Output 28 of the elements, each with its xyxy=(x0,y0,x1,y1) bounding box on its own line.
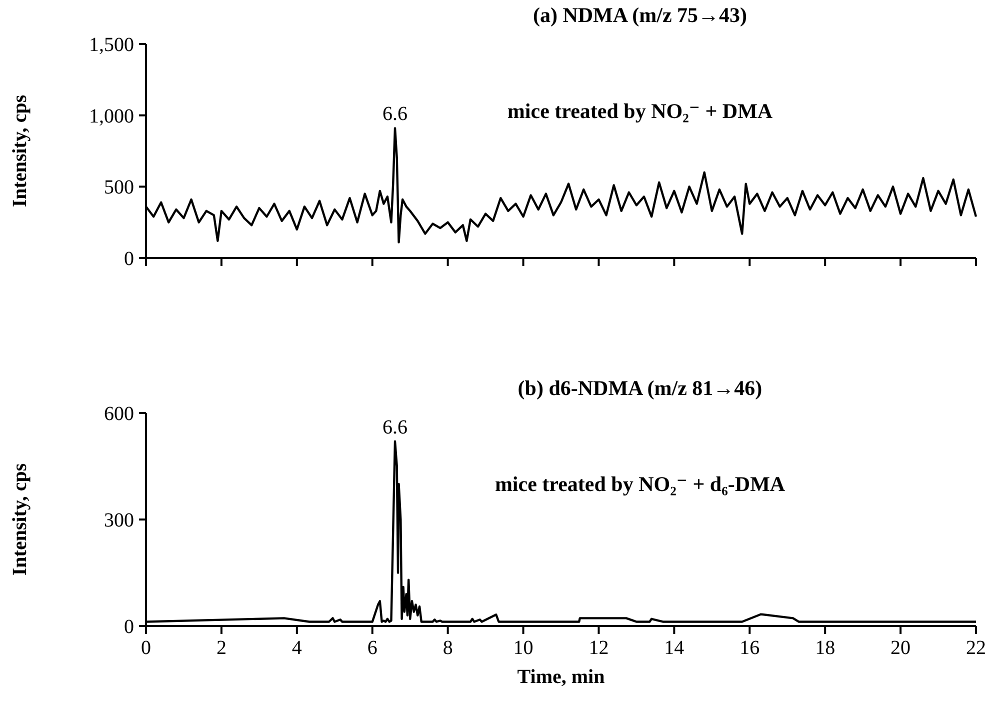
annotation: 6.6 xyxy=(382,103,408,126)
x-tick-label: 8 xyxy=(442,637,453,659)
x-tick-label: 0 xyxy=(141,637,151,659)
y-tick-label: 600 xyxy=(104,403,134,425)
x-tick-label: 2 xyxy=(216,637,226,659)
x-tick-label: 6 xyxy=(367,637,378,659)
x-tick-label: 4 xyxy=(292,637,302,659)
y-axis-title: Intensity, cps xyxy=(9,94,31,208)
y-tick-label: 0 xyxy=(124,248,134,270)
x-tick-label: 10 xyxy=(513,637,534,659)
text: mice treated by NO₂⁻ + DMA xyxy=(507,99,774,123)
y-axis-title: Intensity, cps xyxy=(9,463,31,576)
y-tick-label: 0 xyxy=(124,616,134,638)
y-tick-label: 1,000 xyxy=(89,105,134,128)
x-tick-label: 22 xyxy=(966,637,986,659)
chart-title: (a) NDMA (m/z 75→43) xyxy=(532,3,748,27)
x-tick-label: 18 xyxy=(815,637,836,659)
y-tick-label: 1,500 xyxy=(89,34,134,56)
y-tick-label: 300 xyxy=(104,510,134,532)
x-tick-label: 12 xyxy=(588,637,609,659)
x-tick-label: 14 xyxy=(664,637,684,659)
x-tick-label: 16 xyxy=(740,637,760,659)
annotation: 6.6 xyxy=(382,416,408,438)
x-axis-title: Time, min xyxy=(517,666,605,688)
y-tick-label: 500 xyxy=(104,176,134,199)
chart-title: (b) d6-NDMA (m/z 81→46) xyxy=(518,376,762,400)
text: mice treated by NO₂⁻ + d₆-DMA xyxy=(494,472,786,496)
x-tick-label: 20 xyxy=(890,637,911,659)
